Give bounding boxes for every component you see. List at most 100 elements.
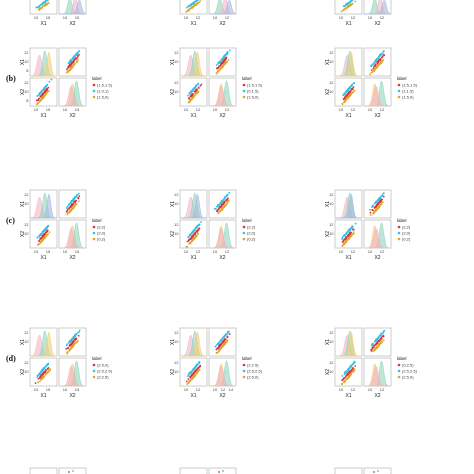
x-axis-label-x2: X2	[69, 21, 75, 27]
data-point	[45, 93, 47, 96]
data-point	[187, 236, 190, 238]
data-point	[189, 375, 192, 378]
data-point	[227, 197, 229, 200]
data-point	[45, 88, 48, 91]
data-point	[379, 200, 382, 203]
data-point	[42, 375, 45, 378]
y-axis-label-x1: X1	[325, 201, 331, 207]
data-point	[353, 89, 356, 92]
density-series-3	[180, 193, 207, 219]
data-point	[380, 203, 382, 206]
data-point	[193, 366, 196, 369]
data-point	[376, 200, 379, 203]
x-axis-label-x2: X2	[374, 113, 380, 119]
scatter-series-2	[65, 329, 81, 347]
data-point	[342, 235, 344, 238]
data-point	[73, 63, 76, 65]
data-point	[369, 211, 372, 214]
y-axis-label-x2: X2	[325, 231, 331, 237]
data-point	[46, 0, 49, 2]
data-point	[78, 53, 81, 56]
data-point	[78, 195, 81, 198]
data-point	[68, 203, 71, 205]
data-point	[346, 89, 349, 92]
data-point	[78, 329, 81, 332]
data-point	[194, 93, 197, 96]
cell-scatter-lower	[29, 0, 58, 15]
data-point	[68, 64, 71, 67]
data-point	[193, 233, 196, 236]
data-point	[350, 370, 352, 373]
y-axis-label-x2: X2	[20, 231, 26, 237]
data-point	[196, 230, 199, 232]
data-point	[351, 370, 354, 373]
data-point	[220, 208, 223, 211]
y-tick-label: 12	[329, 192, 334, 197]
x-axis-label-x1: X1	[40, 21, 46, 27]
data-point	[343, 101, 345, 104]
data-point	[342, 240, 345, 243]
data-point	[189, 4, 192, 7]
data-point	[382, 331, 385, 333]
legend-swatch	[242, 375, 246, 379]
x-axis-label-x1: X1	[190, 393, 196, 399]
data-point	[375, 347, 378, 350]
y-tick-label: 10	[329, 59, 334, 64]
density-series-3	[209, 228, 236, 249]
x-axis-label-x1: X1	[190, 21, 196, 27]
data-point	[219, 68, 222, 71]
legend-entry: (2,0)	[247, 231, 256, 236]
data-point	[352, 86, 355, 88]
data-point	[378, 205, 381, 208]
cell-scatter-lower	[179, 77, 208, 107]
data-point	[220, 63, 223, 65]
scatter-series-1	[341, 365, 357, 382]
x-tick-label: 12	[196, 15, 201, 20]
data-point	[199, 84, 202, 87]
scatter-series-3	[36, 231, 51, 246]
legend-swatch	[397, 363, 401, 367]
data-point	[192, 230, 195, 232]
x-tick-label: 12	[196, 249, 201, 254]
data-point	[220, 59, 223, 61]
x-axis-label-x2: X2	[219, 113, 225, 119]
legend-title: label	[92, 76, 102, 81]
data-point	[377, 202, 380, 204]
data-point	[346, 377, 349, 380]
x-tick-label: 12	[221, 387, 226, 392]
data-point	[70, 343, 73, 346]
legend-swatch	[92, 95, 96, 99]
data-point	[370, 71, 373, 74]
data-point	[38, 8, 41, 11]
data-point	[346, 97, 349, 99]
legend-entry: (0,2)	[247, 237, 256, 242]
data-point	[42, 1, 45, 4]
data-point	[66, 343, 68, 346]
data-point	[67, 67, 69, 69]
data-point	[47, 1, 50, 4]
data-point	[376, 342, 378, 345]
data-point	[215, 352, 218, 354]
data-point	[78, 50, 81, 52]
data-point	[217, 69, 220, 72]
data-point	[35, 6, 38, 9]
data-point	[215, 63, 218, 66]
data-point	[43, 87, 45, 89]
data-point	[224, 195, 227, 198]
x-tick-label: 12	[196, 387, 201, 392]
data-point	[353, 369, 355, 372]
x-tick-label: 12	[380, 15, 385, 20]
data-point	[222, 470, 224, 472]
data-point	[187, 8, 190, 11]
legend-entry: (1.5,1.5)	[247, 83, 263, 88]
density-series-3	[59, 86, 86, 107]
data-point	[373, 65, 376, 68]
x-tick-label: 12	[225, 249, 230, 254]
data-point	[226, 61, 228, 63]
data-point	[72, 60, 75, 63]
scatter-series-2	[186, 82, 200, 97]
data-point	[36, 95, 39, 97]
y-axis-label-x2: X2	[170, 369, 176, 375]
density-series-3	[30, 193, 58, 219]
